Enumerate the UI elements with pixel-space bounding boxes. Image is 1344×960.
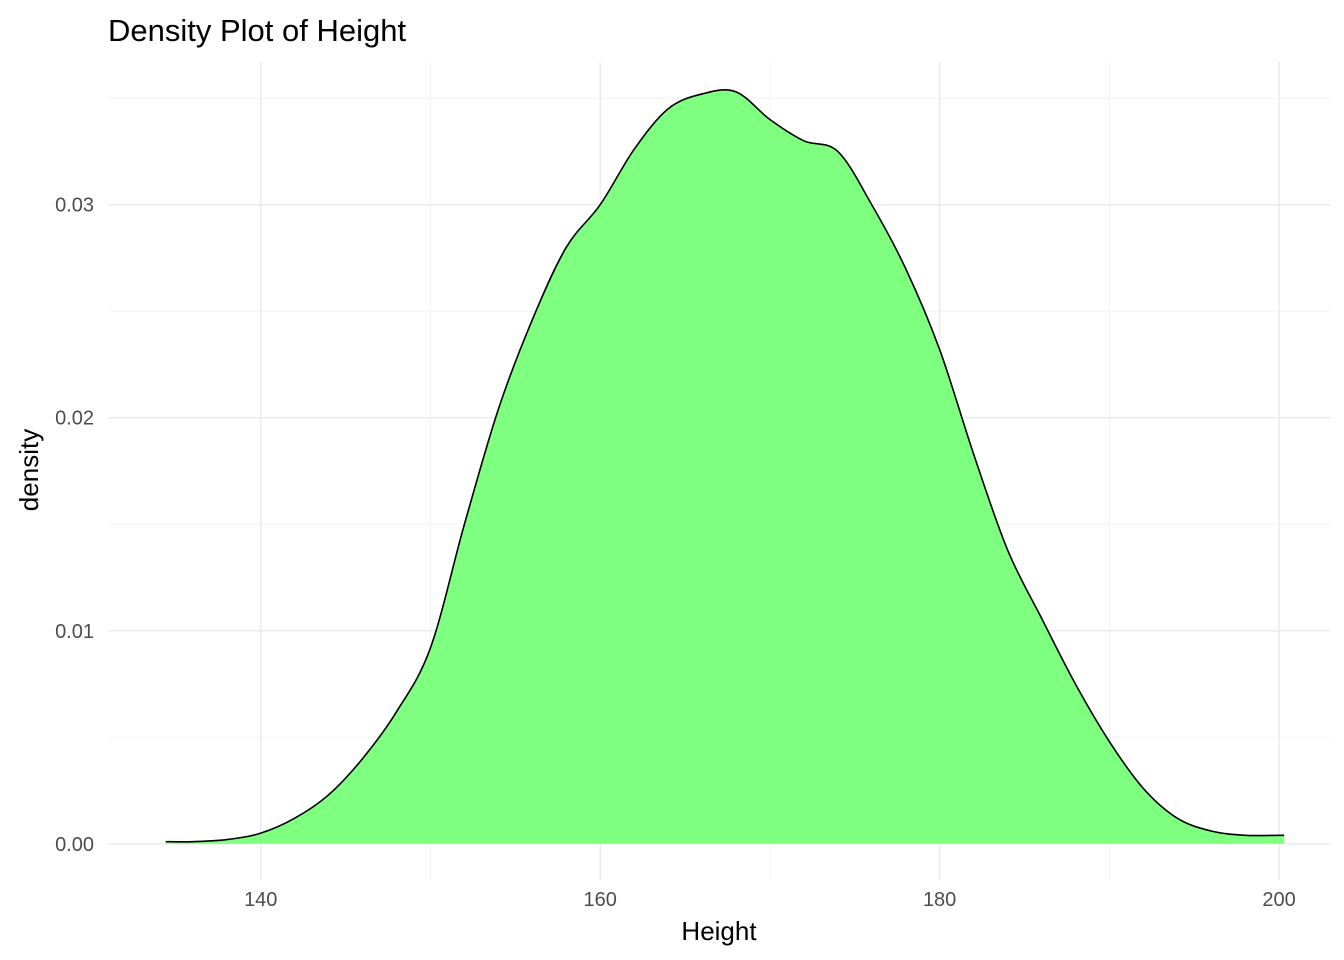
x-axis-tick-labels: 140 160 180 200 <box>244 889 1296 911</box>
x-axis-title: Height <box>681 916 757 946</box>
x-tick-label: 200 <box>1262 889 1295 911</box>
y-axis-tick-labels: 0.00 0.01 0.02 0.03 <box>55 195 94 856</box>
chart-title: Density Plot of Height <box>108 13 406 48</box>
density-area <box>165 89 1285 844</box>
y-axis-title: density <box>14 429 44 511</box>
y-tick-label: 0.00 <box>55 834 94 856</box>
density-line <box>165 89 1285 843</box>
y-tick-label: 0.03 <box>55 195 94 217</box>
y-tick-label: 0.02 <box>55 408 94 430</box>
x-tick-label: 160 <box>584 889 617 911</box>
y-tick-label: 0.01 <box>55 621 94 643</box>
x-tick-label: 140 <box>244 889 277 911</box>
x-tick-label: 180 <box>923 889 956 911</box>
